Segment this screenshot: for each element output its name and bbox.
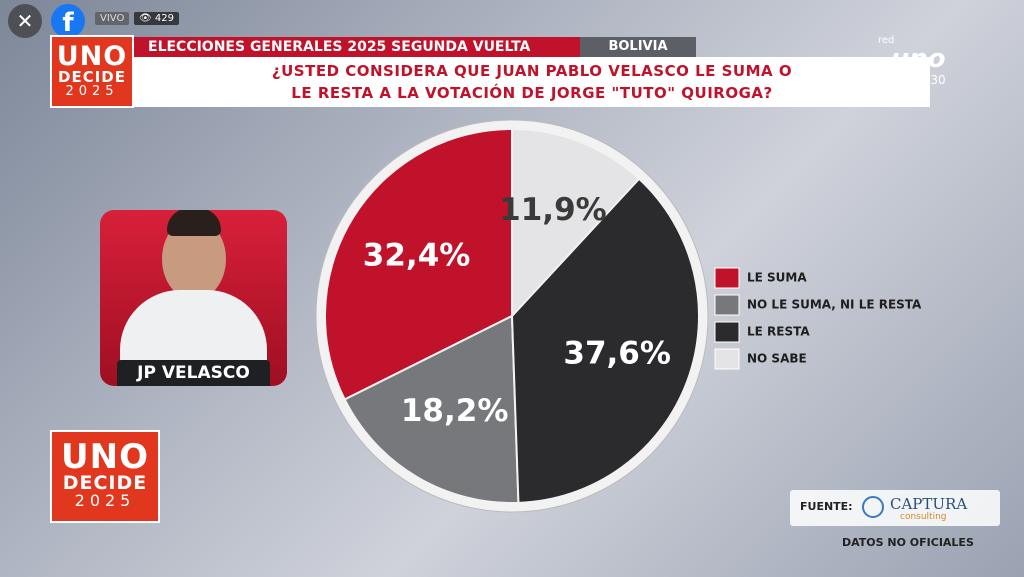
channel-live: VIVO: [878, 73, 908, 87]
legend-swatch: [714, 321, 740, 343]
pie-slice: [324, 127, 513, 401]
pie-slice: [343, 314, 520, 504]
source-company-sub: consulting: [900, 512, 947, 522]
source-label: FUENTE:: [800, 500, 853, 513]
person-hair: [167, 210, 221, 236]
channel-small: red: [878, 35, 895, 46]
source-icon: [862, 496, 884, 518]
legend-label: LE RESTA: [747, 325, 810, 339]
legend-swatch: [714, 267, 740, 289]
pie-slice: [510, 177, 700, 504]
slice-label: 11,9%: [499, 192, 607, 228]
viewer-count: 👁 429: [134, 12, 179, 25]
logo-line: 2025: [74, 491, 136, 510]
banner-country: BOLIVIA: [580, 37, 696, 57]
source-box: FUENTE: CAPTURA consulting: [790, 490, 1000, 526]
logo-line: UNO: [56, 41, 128, 72]
legend-label: NO SABE: [747, 352, 807, 366]
channel-logo: red uno VIVO 13:30: [878, 35, 946, 87]
slice-label: 32,4%: [363, 237, 471, 273]
legend-label: NO LE SUMA, NI LE RESTA: [747, 298, 922, 312]
legend-swatch: [714, 294, 740, 316]
person-name: JP VELASCO: [117, 360, 270, 386]
chart-title: ¿USTED CONSIDERA QUE JUAN PABLO VELASCO …: [134, 57, 930, 107]
legend-label: LE SUMA: [747, 271, 807, 285]
slice-label: 18,2%: [401, 393, 509, 429]
close-button[interactable]: ✕: [8, 4, 42, 38]
source-note: DATOS NO OFICIALES: [842, 536, 974, 549]
facebook-icon[interactable]: f: [51, 4, 85, 38]
banner-subtitle: ELECCIONES GENERALES 2025 SEGUNDA VUELTA: [134, 37, 580, 57]
channel-name: uno: [890, 44, 946, 74]
brand-logo: UNO DECIDE 2025: [50, 430, 160, 523]
brand-logo: UNO DECIDE 2025: [50, 35, 134, 108]
source-company: CAPTURA: [890, 495, 968, 513]
person-card: JP VELASCO: [100, 210, 287, 386]
channel-time: 13:30: [911, 73, 946, 87]
pie-slice: [511, 127, 641, 319]
live-badge: VIVO: [95, 12, 130, 25]
slice-label: 37,6%: [563, 336, 671, 372]
legend-swatch: [714, 348, 740, 370]
viewer-number: 429: [154, 13, 174, 24]
logo-line: DECIDE: [62, 472, 148, 494]
logo-line: 2025: [65, 84, 119, 99]
logo-line: DECIDE: [58, 68, 126, 86]
logo-line: UNO: [61, 437, 149, 477]
